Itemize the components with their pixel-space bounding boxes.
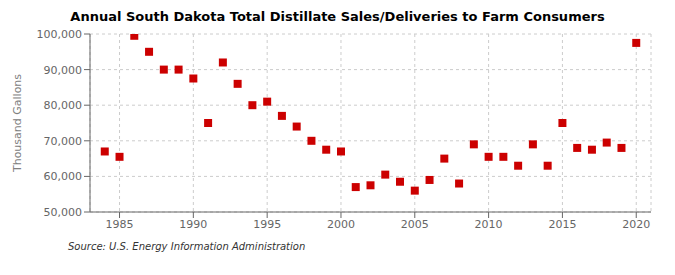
svg-text:70,000: 70,000 — [44, 135, 83, 148]
svg-text:1995: 1995 — [253, 218, 281, 231]
svg-text:2000: 2000 — [327, 218, 355, 231]
svg-text:50,000: 50,000 — [44, 206, 83, 219]
svg-text:80,000: 80,000 — [44, 99, 83, 112]
svg-text:2020: 2020 — [622, 218, 650, 231]
svg-text:2015: 2015 — [548, 218, 576, 231]
svg-text:1985: 1985 — [106, 218, 134, 231]
html-text:Annual South Dakota Total Dist: Annual South Dakota Total Distillate Sal… — [70, 9, 605, 24]
svg-text:Thousand Gallons: Thousand Gallons — [11, 74, 24, 173]
html-text:Source: U.S. Energy Informatio: Source: U.S. Energy Information Administ… — [68, 241, 306, 252]
svg-text:60,000: 60,000 — [44, 170, 83, 183]
svg-text:2005: 2005 — [401, 218, 429, 231]
svg-text:90,000: 90,000 — [44, 64, 83, 77]
svg-text:100,000: 100,000 — [37, 28, 83, 41]
svg-text:1990: 1990 — [179, 218, 207, 231]
svg-text:2010: 2010 — [475, 218, 503, 231]
